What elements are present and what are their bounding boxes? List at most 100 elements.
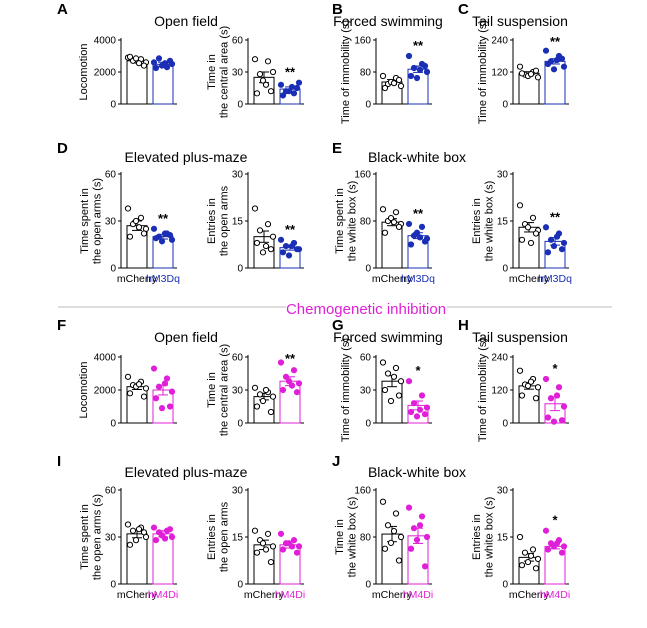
data-point: [158, 405, 166, 412]
data-point: [405, 52, 413, 60]
y-tick-label: 240: [491, 36, 508, 47]
data-point: [524, 224, 532, 231]
data-point: [542, 527, 550, 534]
data-point: [126, 53, 134, 60]
data-point: [140, 230, 148, 237]
significance-marker: *: [552, 513, 558, 528]
data-point: [277, 81, 285, 88]
data-point: [293, 246, 301, 253]
data-point: [269, 68, 277, 76]
y-tick-label: 15: [232, 217, 244, 228]
data-point: [124, 373, 132, 380]
data-point: [395, 76, 403, 84]
data-point: [140, 393, 148, 400]
y-axis-label: Time spent in: [334, 188, 346, 254]
panel-letter: A: [57, 1, 68, 18]
y-tick-label: 60: [232, 353, 244, 364]
y-axis-label: the white box (s): [483, 181, 495, 262]
data-point: [392, 209, 400, 216]
data-point: [253, 239, 261, 247]
data-point: [527, 378, 535, 385]
data-point: [544, 249, 552, 256]
data-point: [256, 227, 264, 234]
data-point: [262, 386, 270, 394]
data-point: [534, 74, 542, 81]
data-point: [152, 537, 160, 544]
data-point: [553, 540, 561, 547]
y-tick-label: 0: [110, 580, 116, 591]
data-point: [285, 88, 293, 95]
data-point: [152, 235, 160, 242]
significance-marker: **: [285, 351, 296, 366]
data-point: [288, 83, 296, 91]
data-point: [516, 202, 524, 209]
data-point: [150, 59, 158, 66]
data-point: [395, 223, 403, 230]
data-point: [285, 378, 293, 385]
data-point: [532, 395, 540, 402]
data-point: [132, 537, 140, 544]
data-point: [532, 565, 540, 572]
y-tick-label: 0: [365, 100, 371, 111]
y-tick-label: 30: [105, 533, 117, 544]
data-point: [395, 557, 403, 564]
panel-letter: E: [332, 140, 342, 157]
data-point: [163, 375, 171, 382]
chart-15: 0 15 30 Entries in the white box (s) mCherryh…: [471, 486, 570, 602]
y-tick-label: 30: [232, 486, 244, 497]
y-tick-label: 0: [365, 419, 371, 430]
y-tick-label: 30: [360, 386, 372, 397]
data-point: [251, 527, 259, 534]
y-tick-label: 0: [110, 264, 116, 275]
data-point: [251, 56, 259, 63]
significance-marker: **: [285, 65, 296, 80]
data-point: [152, 395, 160, 402]
x-tick-label: mCherry: [372, 273, 413, 285]
y-tick-label: 15: [232, 533, 244, 544]
y-axis-label: Time spent in: [79, 188, 91, 254]
y-axis-label: the white box (s): [483, 497, 495, 578]
panel-letter: F: [57, 317, 66, 334]
data-point: [262, 242, 270, 250]
data-point: [532, 230, 540, 237]
y-tick-label: 160: [354, 486, 371, 497]
data-point: [413, 74, 421, 82]
y-axis-label: Time of immobility (s): [340, 338, 352, 442]
data-point: [527, 71, 535, 78]
x-tick-label: mCherry: [372, 589, 413, 601]
data-point: [392, 510, 400, 517]
y-axis-label: Time in: [334, 519, 346, 555]
group-title: Elevated plus-maze: [125, 464, 248, 480]
data-point: [126, 390, 134, 397]
group-title: Open field: [154, 13, 218, 29]
y-tick-label: 4000: [94, 36, 117, 47]
data-point: [387, 539, 395, 546]
significance-marker: **: [158, 211, 169, 226]
data-point: [423, 533, 431, 541]
data-point: [547, 236, 555, 243]
data-point: [518, 392, 526, 399]
data-point: [161, 60, 169, 67]
data-point: [381, 386, 389, 394]
data-point: [542, 224, 550, 231]
y-tick-label: 2000: [94, 68, 117, 79]
chart-4: 0 30 60 Time spent in the open arms (s) mCher…: [79, 170, 180, 286]
data-point: [293, 549, 301, 556]
data-point: [253, 549, 261, 556]
data-point: [550, 242, 558, 250]
data-point: [262, 546, 270, 553]
data-point: [168, 533, 176, 541]
y-tick-label: 0: [502, 264, 508, 275]
data-point: [256, 391, 264, 398]
data-point: [293, 389, 301, 396]
data-point: [542, 47, 550, 54]
data-point: [558, 55, 566, 62]
data-point: [150, 365, 158, 372]
data-point: [152, 64, 160, 72]
data-point: [259, 397, 267, 405]
data-point: [410, 400, 418, 407]
